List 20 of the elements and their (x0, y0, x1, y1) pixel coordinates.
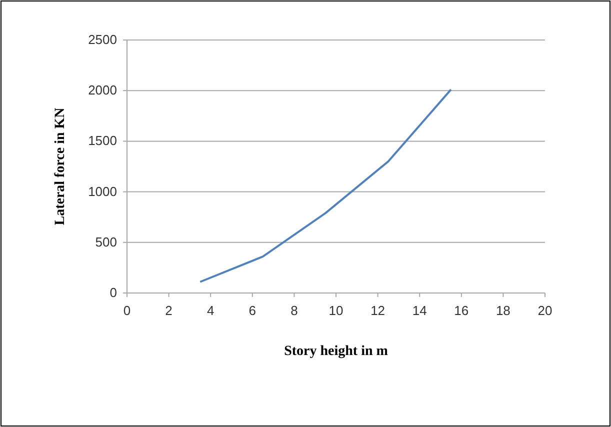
x-tick-label: 16 (454, 303, 469, 318)
y-tick-label: 1000 (88, 184, 117, 199)
y-tick-label: 2500 (88, 32, 117, 47)
x-tick-label: 4 (206, 303, 214, 318)
y-tick-label: 500 (95, 234, 117, 250)
x-tick-label: 2 (165, 303, 172, 318)
x-axis-title: Story height in m (284, 344, 388, 359)
y-tick-label: 0 (110, 285, 117, 300)
x-tick-label: 8 (290, 303, 298, 318)
x-tick-label: 14 (412, 303, 427, 318)
x-tick-label: 10 (328, 303, 344, 318)
y-axis-title: Lateral force in KN (53, 108, 68, 226)
line-series (199, 88, 452, 283)
x-tick-label: 0 (123, 303, 131, 318)
x-tick-label: 20 (538, 303, 552, 318)
x-tick-label: 18 (496, 303, 510, 318)
y-tick-label: 1500 (88, 133, 117, 148)
y-tick-label: 2000 (88, 82, 117, 98)
x-tick-label: 12 (370, 303, 386, 318)
x-tick-label: 6 (248, 303, 256, 318)
